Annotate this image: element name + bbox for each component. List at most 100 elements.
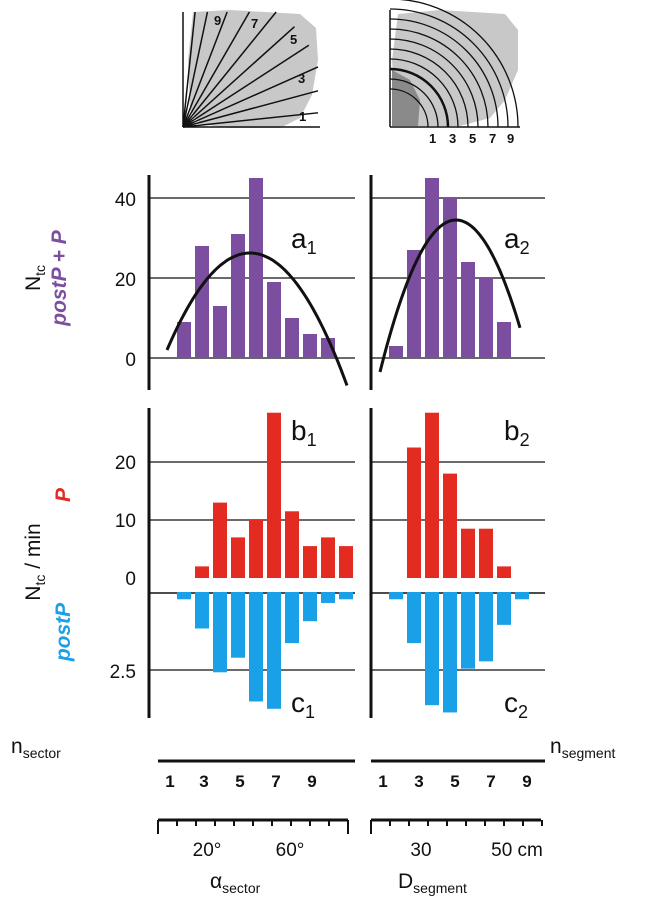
ylabel-ntc-min: Ntc / min: [22, 523, 48, 600]
b1-bar-5: [249, 520, 263, 578]
a2-bar-1: [389, 346, 403, 358]
sector-ray-5: [182, 26, 295, 128]
c1-bar-5: [249, 592, 263, 702]
sector-ray-7: [182, 11, 251, 128]
a1-bar-1: [177, 322, 191, 358]
segment-arc-4: [389, 58, 459, 128]
y-axis-label-mid: Ntc / min: [22, 523, 48, 600]
c1-bar-3: [213, 592, 227, 673]
sector-ray-6: [182, 11, 277, 128]
sector-inset-shade: [188, 10, 318, 128]
c1-bar-8: [303, 592, 317, 622]
nsector-label: nsector: [11, 735, 61, 761]
c1-bar-1: [177, 592, 191, 600]
segment-arcs: [389, 0, 519, 128]
b2-bar-4: [443, 473, 457, 578]
d-axis-label: Dsegment: [398, 870, 467, 896]
b2-bar-7: [497, 566, 511, 578]
sector-ray-10: [182, 11, 196, 128]
c2-bar-3: [425, 592, 439, 706]
segment-arc-2: [389, 78, 439, 128]
sector-label-1: 1: [299, 109, 306, 124]
nsegment-tick-7: 7: [486, 772, 495, 791]
ytick-b-0: 0: [125, 569, 136, 590]
segment-arc-5: [389, 48, 469, 128]
alpha-tick-60: 60°: [276, 840, 305, 861]
a2-fit-curve: [378, 218, 522, 373]
nsegment-tick-3: 3: [414, 772, 423, 791]
a1-bar-5: [249, 178, 263, 358]
b1-bar-4: [231, 537, 245, 578]
c1-bar-2: [195, 592, 209, 629]
b2-bar-6: [479, 528, 493, 578]
a2-bar-7: [497, 322, 511, 358]
ylabel-ntc-top: Ntc: [22, 265, 48, 291]
panel-label-c2: c2: [504, 687, 528, 722]
bottom-scales: nsector nsegment 1 3 5 7 9 1 3 5 7 9 20°…: [11, 735, 615, 896]
ytick-a-20: 20: [115, 270, 136, 291]
ylabel-p: P: [52, 487, 75, 502]
d-tick-50: 50 cm: [491, 840, 543, 861]
panel-label-a1: a1: [291, 223, 317, 258]
ytick-c-2-5: 2.5: [110, 662, 136, 683]
segment-inset: 1 3 5 7 9: [389, 0, 520, 146]
y-axis-label-top: Ntc postP + P: [22, 229, 71, 326]
b1-bar-10: [339, 546, 353, 578]
nsector-tick-9: 9: [307, 772, 316, 791]
b2-bar-3: [425, 412, 439, 578]
c1-bar-6: [267, 592, 281, 709]
c2-bar-7: [497, 592, 511, 625]
sector-label-3: 3: [298, 71, 305, 86]
b1-bar-7: [285, 511, 299, 578]
segment-arc-8: [389, 18, 499, 128]
b2-bar-2: [407, 447, 421, 578]
segment-label-9: 9: [507, 131, 514, 146]
c2-bar-2: [407, 592, 421, 644]
c1-bar-7: [285, 592, 299, 644]
a1-bar-4: [231, 234, 245, 358]
a1-fit-curve: [165, 251, 349, 387]
nsegment-label: nsegment: [550, 735, 615, 761]
alpha-tick-20: 20°: [193, 840, 222, 861]
sector-ray-1: [182, 112, 319, 128]
ylabel-postp-plus-p: postP + P: [48, 229, 71, 326]
b2-bar-5: [461, 528, 475, 578]
b1-bar-3: [213, 502, 227, 578]
sector-rays: [182, 11, 319, 128]
c2-bar-8: [515, 592, 529, 600]
c2-bar-1: [389, 592, 403, 600]
nsector-tick-7: 7: [271, 772, 280, 791]
a2-bar-4: [443, 198, 457, 358]
ytick-a-0: 0: [125, 350, 136, 371]
nsector-tick-5: 5: [235, 772, 244, 791]
b1-bar-8: [303, 546, 317, 578]
ytick-b-20: 20: [115, 453, 136, 474]
c2-bar-6: [479, 592, 493, 662]
a2-bar-6: [479, 278, 493, 358]
segment-label-5: 5: [469, 131, 476, 146]
nsegment-tick-5: 5: [450, 772, 459, 791]
d-tick-30: 30: [410, 840, 431, 861]
nsector-tick-3: 3: [199, 772, 208, 791]
c1-bar-4: [231, 592, 245, 658]
sector-ray-2: [182, 90, 319, 128]
sector-label-9: 9: [214, 13, 221, 28]
a1-bar-8: [303, 334, 317, 358]
c2-bar-4: [443, 592, 457, 713]
b1-bar-2: [195, 566, 209, 578]
segment-arc-1: [389, 88, 429, 128]
ytick-a-40: 40: [115, 190, 136, 211]
sector-ray-9: [182, 11, 209, 128]
segment-label-1: 1: [429, 131, 436, 146]
a1-bar-3: [213, 306, 227, 358]
panel-label-b1: b1: [291, 415, 317, 450]
segment-label-3: 3: [449, 131, 456, 146]
sector-ray-8: [182, 11, 228, 128]
a2-bar-5: [461, 262, 475, 358]
segment-label-7: 7: [489, 131, 496, 146]
c2-bar-5: [461, 592, 475, 669]
alpha-axis-label: αsector: [210, 870, 261, 896]
c1-bar-10: [339, 592, 353, 600]
segment-arc-9: [389, 8, 509, 128]
